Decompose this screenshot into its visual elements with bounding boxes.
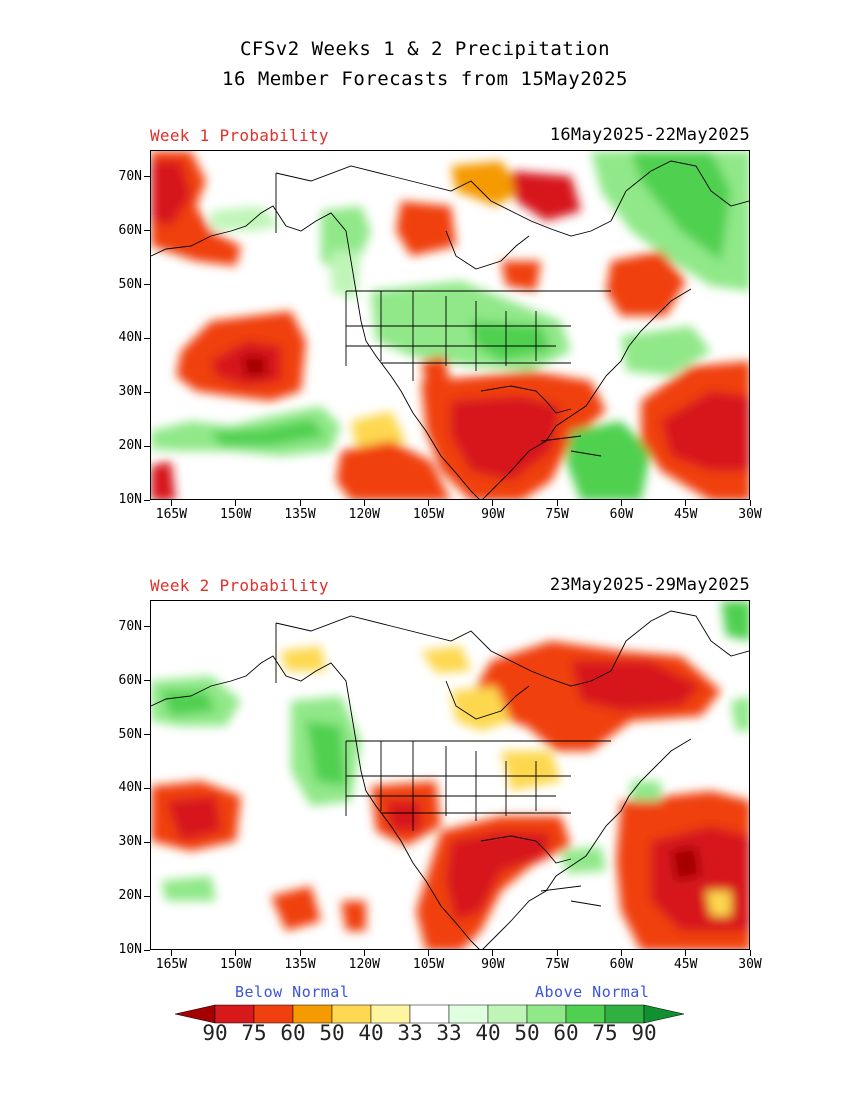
week2-lon-tick xyxy=(428,950,430,956)
legend-value: 75 xyxy=(241,1021,267,1045)
legend-value: 33 xyxy=(397,1021,423,1045)
week1-lat-tick xyxy=(144,499,150,501)
week2-lon-label: 75W xyxy=(545,957,569,972)
week1-lon-tick xyxy=(556,500,558,506)
week1-lon-tick xyxy=(235,500,237,506)
week1-lat-tick xyxy=(144,176,150,178)
week1-lon-tick xyxy=(170,500,172,506)
week2-lat-label: 60N xyxy=(118,672,142,688)
week1-lat-label: 10N xyxy=(118,492,142,507)
legend-value: 60 xyxy=(280,1021,306,1045)
week1-lat-label: 30N xyxy=(118,384,142,400)
legend-value: 40 xyxy=(358,1021,384,1045)
week1-lon-tick xyxy=(492,500,494,506)
week2-lat-label: 50N xyxy=(118,726,142,742)
week2-lon-tick xyxy=(170,950,172,956)
week1-lat-label: 60N xyxy=(118,222,142,238)
legend-value: 50 xyxy=(319,1021,345,1045)
week2-lat-tick xyxy=(144,895,150,897)
week2-lat-label: 40N xyxy=(118,780,142,796)
week2-label: Week 2 Probability xyxy=(150,576,329,595)
week1-dates: 16May2025-22May2025 xyxy=(549,125,750,145)
week2-lat-label: 20N xyxy=(118,888,142,904)
legend-value: 90 xyxy=(202,1021,228,1045)
above-normal-label: Above Normal xyxy=(535,983,650,1001)
week1-lat-tick xyxy=(144,445,150,447)
legend-arrow-right xyxy=(643,1004,685,1024)
week2-map xyxy=(150,600,750,950)
week2-lat-tick xyxy=(144,734,150,736)
week2-lon-label: 165W xyxy=(155,957,188,972)
week2-lon-tick xyxy=(556,950,558,956)
week2-lon-label: 105W xyxy=(412,957,445,972)
week1-lat-tick xyxy=(144,230,150,232)
week2-lon-label: 135W xyxy=(284,957,316,972)
week2-lon-label: 120W xyxy=(348,957,380,972)
week2-coastlines xyxy=(151,610,749,949)
legend-colorbar xyxy=(175,1004,685,1024)
week2-lat-tick xyxy=(144,841,150,843)
chart-subtitle: 16 Member Forecasts from 15May2025 xyxy=(222,68,628,90)
week1-lon-label: 105W xyxy=(412,507,445,522)
week1-lon-label: 120W xyxy=(348,507,380,522)
week1-map xyxy=(150,150,750,500)
week1-lon-label: 45W xyxy=(673,507,698,522)
week1-label: Week 1 Probability xyxy=(150,126,329,145)
week2-dates: 23May2025-29May2025 xyxy=(549,575,750,595)
week2-lat-label: 30N xyxy=(118,834,142,850)
legend-value: 90 xyxy=(631,1021,657,1045)
week1-lon-label: 60W xyxy=(609,507,634,522)
week2-lat-tick xyxy=(144,949,150,951)
legend-value: 50 xyxy=(514,1021,540,1045)
week1-coastlines xyxy=(151,160,749,499)
week1-lon-tick xyxy=(363,500,365,506)
week1-lon-label: 165W xyxy=(155,507,188,522)
legend-value: 33 xyxy=(436,1021,462,1045)
week1-lon-tick xyxy=(620,500,622,506)
week2-lon-label: 60W xyxy=(609,957,634,972)
week1-lat-tick xyxy=(144,284,150,286)
chart-title: CFSv2 Weeks 1 & 2 Precipitation xyxy=(239,38,611,60)
week2-lon-tick xyxy=(492,950,494,956)
week2-lon-tick xyxy=(749,950,751,956)
week1-lon-label: 150W xyxy=(220,507,252,522)
week2-lon-label: 90W xyxy=(481,957,505,972)
week2-lon-tick xyxy=(235,950,237,956)
week2-lon-tick xyxy=(363,950,365,956)
week2-lat-label: 10N xyxy=(118,942,142,957)
week2-lon-tick xyxy=(685,950,687,956)
week1-lat-tick xyxy=(144,391,150,393)
legend-value: 60 xyxy=(553,1021,579,1045)
week2-lon-label: 45W xyxy=(673,957,698,972)
week1-lon-label: 30W xyxy=(738,507,762,522)
week2-lat-tick xyxy=(144,680,150,682)
week1-lat-label: 20N xyxy=(118,438,142,454)
week1-map-svg xyxy=(151,151,749,499)
week1-lon-tick xyxy=(749,500,751,506)
below-normal-label: Below Normal xyxy=(235,983,350,1001)
week2-lon-label: 150W xyxy=(220,957,252,972)
legend-value: 75 xyxy=(592,1021,618,1045)
week2-lat-tick xyxy=(144,626,150,628)
week2-map-svg xyxy=(151,601,749,949)
week1-lon-label: 75W xyxy=(545,507,569,522)
week2-lon-tick xyxy=(620,950,622,956)
week2-lat-label: 70N xyxy=(118,618,142,634)
week1-lon-tick xyxy=(299,500,301,506)
week1-lon-tick xyxy=(428,500,430,506)
week1-lon-label: 135W xyxy=(284,507,316,522)
week1-lat-tick xyxy=(144,337,150,339)
week2-lat-tick xyxy=(144,787,150,789)
week1-lat-label: 50N xyxy=(118,276,142,292)
week1-lon-label: 90W xyxy=(481,507,505,522)
legend-value: 40 xyxy=(475,1021,501,1045)
week2-lon-label: 30W xyxy=(738,957,762,972)
week2-lon-tick xyxy=(299,950,301,956)
week1-lat-label: 40N xyxy=(118,330,142,346)
week1-lon-tick xyxy=(685,500,687,506)
week1-lat-label: 70N xyxy=(118,168,142,184)
